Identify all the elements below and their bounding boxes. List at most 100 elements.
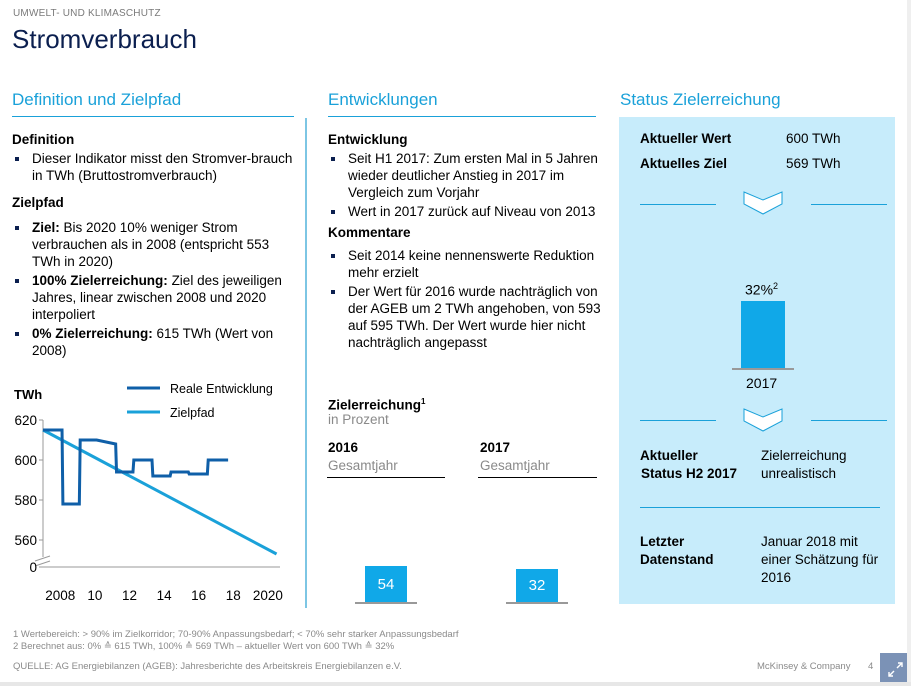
separator-left	[640, 204, 716, 205]
entwicklung-title: Entwicklung	[328, 132, 408, 147]
year-2017-label: 2017	[480, 440, 511, 455]
footnote-ref: 2	[773, 281, 779, 291]
zielpfad-item-text: 615 TWh (Wert von 2008)	[32, 326, 274, 358]
page-number: 4	[868, 661, 874, 672]
kommentare-list: Seit 2014 keine nennenswerte Reduktion m…	[328, 247, 608, 351]
entwicklungen-block: Entwicklung Seit H1 2017: Zum ersten Mal…	[328, 131, 608, 353]
current-target: 569 TWh	[786, 156, 841, 171]
status-heading: Status Zielerreichung	[620, 90, 781, 109]
zielpfad-item-text: Ziel des jeweiligen Jahres, linear zwisc…	[32, 273, 282, 322]
status-label-line2: Status H2 2017	[641, 466, 738, 481]
expand-icon	[888, 662, 903, 677]
kommentare-title: Kommentare	[328, 225, 411, 240]
axis-break-mark	[34, 560, 51, 567]
status-label: Aktueller Status H2 2017	[640, 447, 737, 483]
zielpfad-item-label: 100% Zielerreichung:	[32, 273, 168, 288]
footnote-1: 1 Wertebereich: > 90% im Zielkorridor; 7…	[13, 629, 459, 640]
page-edge	[907, 0, 911, 686]
legend-label-real: Reale Entwicklung	[170, 382, 273, 396]
definition-block: Definition Dieser Indikator misst den St…	[12, 131, 297, 361]
chart-legend: Reale Entwicklung Zielpfad	[127, 382, 273, 420]
chevron-down-icon	[743, 191, 783, 215]
zielpfad-list: Ziel: Bis 2020 10% weniger Strom verbrau…	[12, 219, 297, 359]
status-value: Zielerreichung unrealistisch	[761, 448, 847, 481]
bar-2017: 32	[516, 569, 558, 603]
datenstand-label: Letzter Datenstand	[640, 533, 714, 569]
zielerreichung-title-text: Zielerreichung	[328, 397, 422, 413]
year-2016-label: 2016	[328, 440, 359, 455]
kommentar-item: Seit 2014 keine nennenswerte Reduktion m…	[328, 247, 608, 281]
entwicklungen-heading-underline	[328, 116, 596, 117]
current-target-label: Aktuelles Ziel	[640, 156, 728, 171]
definition-list: Dieser Indikator misst den Stromver-brau…	[12, 150, 297, 184]
series-line-zielpfad	[42, 428, 278, 556]
company-name: McKinsey & Company	[757, 661, 851, 672]
definition-item: Dieser Indikator misst den Stromver-brau…	[12, 150, 297, 184]
page-bottom-edge	[0, 682, 911, 686]
section-kicker: UMWELT- UND KLIMASCHUTZ	[13, 8, 161, 19]
page-title: Stromverbrauch	[12, 24, 197, 54]
status-bar-baseline	[732, 368, 794, 370]
footnote-2: 2 Berechnet aus: 0% ≙ 615 TWh, 100% ≙ 56…	[13, 641, 395, 652]
status-bar-year: 2017	[746, 375, 778, 391]
separator-left	[640, 420, 716, 421]
column-divider	[305, 118, 307, 608]
entwicklung-item: Wert in 2017 zurück auf Niveau von 2013	[328, 203, 608, 220]
y-tick-label: 620	[14, 413, 37, 428]
expand-button[interactable]	[880, 653, 911, 686]
definition-title: Definition	[12, 132, 75, 147]
year-2017-period: Gesamtjahr	[480, 458, 550, 473]
definition-heading: Definition und Zielpfad	[12, 90, 182, 109]
x-tick-label: 18	[226, 588, 241, 603]
entwicklung-item: Seit H1 2017: Zum ersten Mal in 5 Jahren…	[328, 150, 608, 201]
source-note: QUELLE: AG Energiebilanzen (AGEB): Jahre…	[13, 661, 402, 672]
definition-heading-underline	[12, 116, 294, 117]
x-tick-label: 2020	[253, 588, 283, 603]
y-tick-label: 600	[14, 453, 37, 468]
bar-2017-baseline	[506, 602, 568, 604]
datenstand-label-line2: Datenstand	[640, 552, 714, 567]
chevron-down-icon	[743, 408, 783, 432]
x-tick-label: 16	[191, 588, 206, 603]
zielpfad-item: 0% Zielerreichung: 615 TWh (Wert von 200…	[12, 325, 297, 359]
y-axis-label: TWh	[14, 387, 42, 402]
status-label-line1: Aktueller	[640, 448, 698, 463]
status-divider	[640, 507, 880, 508]
zielpfad-item-text: Bis 2020 10% weniger Strom verbrauchen a…	[32, 220, 270, 269]
status-bar-value-text: 32%	[745, 281, 774, 298]
status-bar-value: 32%2	[745, 281, 778, 298]
year-2016-underline	[327, 477, 445, 478]
legend-label-target: Zielpfad	[170, 406, 215, 420]
y-tick-label: 580	[14, 493, 37, 508]
series-line-reale-entwicklung	[43, 428, 229, 506]
x-tick-label: 10	[87, 588, 102, 603]
separator-right	[811, 420, 887, 421]
year-2016-period: Gesamtjahr	[328, 458, 398, 473]
status-bar	[741, 301, 785, 368]
axis-break-mark	[34, 555, 51, 562]
separator-right	[811, 204, 887, 205]
y-tick-label: 560	[14, 533, 37, 548]
current-value: 600 TWh	[786, 131, 841, 146]
zielpfad-item: Ziel: Bis 2020 10% weniger Strom verbrau…	[12, 219, 297, 270]
entwicklung-list: Seit H1 2017: Zum ersten Mal in 5 Jahren…	[328, 150, 608, 220]
zielpfad-item-label: 0% Zielerreichung:	[32, 326, 153, 341]
bar-2016: 54	[365, 566, 407, 603]
consumption-chart: TWh Reale Entwicklung Zielpfad 620 600 580…	[14, 382, 283, 603]
kommentar-item: Der Wert für 2016 wurde nachträglich von…	[328, 283, 608, 351]
current-value-label: Aktueller Wert	[640, 131, 732, 146]
zielpfad-item-label: Ziel:	[32, 220, 60, 235]
year-2017-underline	[478, 477, 597, 478]
zielpfad-item: 100% Zielerreichung: Ziel des jeweiligen…	[12, 272, 297, 323]
zielerreichung-subtitle: in Prozent	[328, 412, 389, 427]
zielerreichung-title: Zielerreichung1	[328, 393, 425, 414]
y-tick-label: 0	[29, 560, 37, 575]
datenstand-value: Januar 2018 mit einer Schätzung für 2016	[761, 534, 879, 585]
bar-2016-baseline	[355, 602, 417, 604]
zielpfad-title: Zielpfad	[12, 195, 64, 210]
x-tick-label: 14	[157, 588, 173, 603]
datenstand-label-line1: Letzter	[640, 534, 685, 549]
x-tick-label: 2008	[45, 588, 75, 603]
footnote-ref: 1	[421, 397, 426, 406]
entwicklungen-heading: Entwicklungen	[328, 90, 438, 109]
